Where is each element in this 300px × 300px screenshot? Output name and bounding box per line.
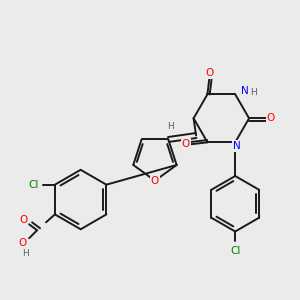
Text: O: O [19, 215, 27, 225]
Text: O: O [18, 238, 26, 248]
Text: H: H [22, 248, 28, 257]
Text: O: O [151, 176, 159, 186]
Text: H: H [167, 122, 174, 131]
Text: O: O [182, 139, 190, 149]
Text: O: O [205, 68, 214, 79]
Text: Cl: Cl [28, 180, 38, 190]
Text: H: H [250, 88, 257, 97]
Text: O: O [267, 113, 275, 123]
Text: N: N [233, 141, 241, 151]
Text: N: N [241, 86, 249, 96]
Text: Cl: Cl [230, 246, 240, 256]
